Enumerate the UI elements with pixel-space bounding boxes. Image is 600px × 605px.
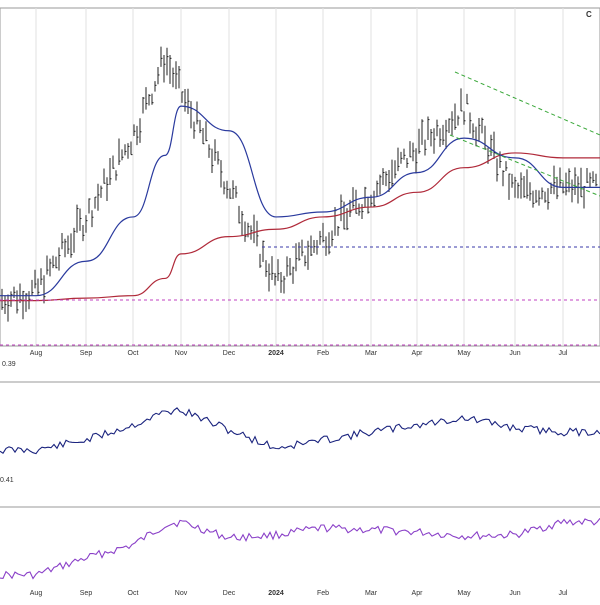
month-axis-bottom: Aug Sep Oct Nov Dec 2024 Feb Mar Apr May Jun Jul [30, 590, 568, 597]
month-tick-dec: Dec [223, 350, 236, 357]
month-tick-nov: Nov [175, 350, 188, 357]
month-tick-may: May [457, 350, 471, 357]
month-tick-oct: Oct [128, 350, 139, 357]
channel-lower-line [449, 134, 600, 197]
month-axis-top: Aug Sep Oct Nov Dec 2024 Feb Mar Apr May Jun Jul [30, 350, 568, 357]
month-tick-2024: 2024 [268, 350, 284, 357]
indicator-2-panel: 0.41 [0, 477, 600, 580]
month-tick-dec: Dec [223, 590, 236, 597]
corner-text: C [586, 10, 592, 19]
month-tick-mar: Mar [365, 350, 378, 357]
month-tick-oct: Oct [128, 590, 139, 597]
month-tick-jul: Jul [559, 350, 568, 357]
indicator-2-label: 0.41 [0, 477, 14, 484]
indicator-1-line [0, 407, 600, 455]
month-tick-jun: Jun [509, 350, 520, 357]
month-tick-feb: Feb [317, 590, 329, 597]
month-tick-sep: Sep [80, 350, 93, 357]
price-panel-frame [0, 7, 600, 347]
month-tick-may: May [457, 590, 471, 597]
month-tick-jun: Jun [509, 590, 520, 597]
month-tick-aug: Aug [30, 590, 43, 597]
month-tick-mar: Mar [365, 590, 378, 597]
month-tick-jul: Jul [559, 590, 568, 597]
month-tick-aug: Aug [30, 350, 43, 357]
price-panel: C [0, 7, 600, 347]
month-tick-apr: Apr [412, 350, 424, 357]
indicator-2-line [0, 517, 600, 580]
indicator-1-label: 0.39 [2, 361, 16, 368]
month-tick-sep: Sep [80, 590, 93, 597]
price-bars [1, 46, 598, 322]
price-grid [35, 8, 564, 346]
channel-upper-line [454, 71, 600, 136]
month-tick-apr: Apr [412, 590, 424, 597]
ma-fast-line [0, 105, 600, 297]
month-tick-feb: Feb [317, 350, 329, 357]
ma-slow-line [0, 152, 600, 302]
indicator-1-panel: 0.39 [0, 361, 600, 455]
month-tick-2024: 2024 [268, 590, 284, 597]
month-tick-nov: Nov [175, 590, 188, 597]
